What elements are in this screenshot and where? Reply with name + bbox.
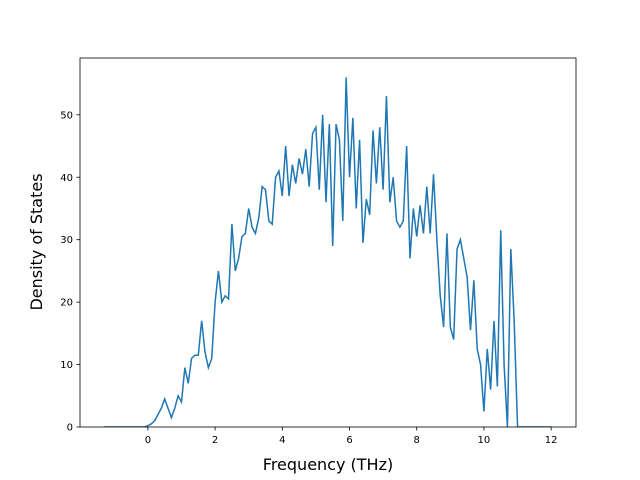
y-tick-label: 10	[60, 360, 73, 371]
x-axis-label: Frequency (THz)	[263, 455, 393, 474]
x-tick-label: 8	[414, 435, 420, 446]
y-tick-label: 30	[60, 235, 73, 246]
data-line	[104, 77, 552, 427]
x-tick-label: 0	[145, 435, 151, 446]
x-tick-label: 4	[279, 435, 285, 446]
y-tick-label: 50	[60, 110, 73, 121]
x-tick-label: 2	[212, 435, 218, 446]
y-tick-label: 0	[67, 423, 73, 434]
plot-frame	[79, 57, 577, 428]
y-axis-label: Density of States	[27, 173, 46, 310]
x-tick-label: 10	[478, 435, 491, 446]
y-tick-label: 20	[60, 298, 73, 309]
y-tick-label: 40	[60, 173, 73, 184]
x-tick-label: 12	[545, 435, 558, 446]
x-tick-label: 6	[346, 435, 352, 446]
